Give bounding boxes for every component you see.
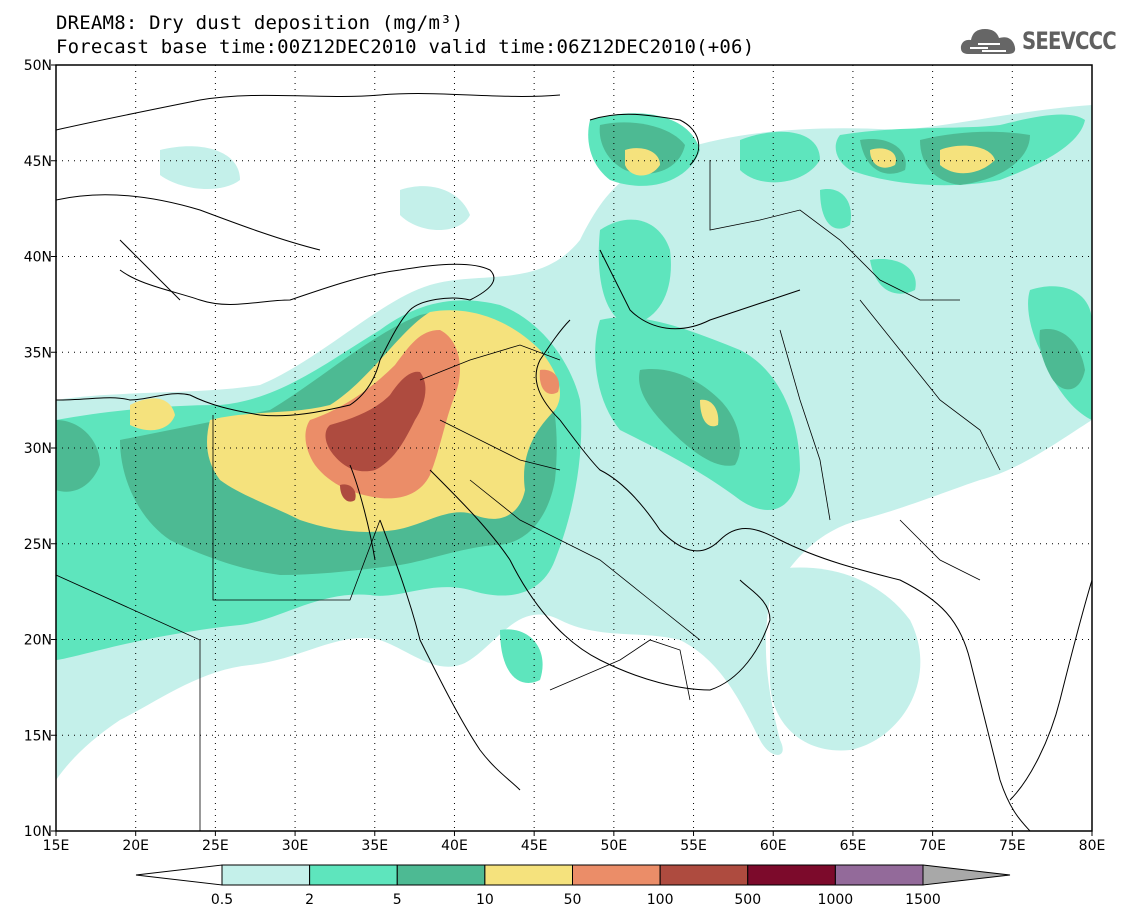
lon-tick-label: 60E (760, 838, 787, 854)
lat-tick-label: 50N (24, 58, 52, 74)
lon-tick-label: 25E (202, 838, 229, 854)
colorbar-label: 2 (305, 892, 314, 908)
colorbar-label: 1500 (905, 892, 941, 908)
latitude-ticks: 10N 15N 20N 25N 30N 35N 40N 45N 50N (24, 58, 56, 840)
colorbar-label: 5 (393, 892, 402, 908)
colorbar-segment (834, 864, 924, 886)
colorbar-segment (221, 864, 311, 886)
lon-tick-label: 50E (601, 838, 628, 854)
coastlines (56, 93, 1092, 831)
lat-tick-label: 25N (24, 537, 52, 553)
lon-tick-label: 55E (680, 838, 707, 854)
lat-tick-label: 20N (24, 633, 52, 649)
lon-tick-label: 40E (441, 838, 468, 854)
colorbar-label: 50 (564, 892, 582, 908)
lat-tick-label: 40N (24, 250, 52, 266)
lat-tick-label: 15N (24, 728, 52, 744)
colorbar-label: 10 (476, 892, 494, 908)
dust-level-100 (325, 371, 426, 502)
lon-tick-label: 80E (1079, 838, 1106, 854)
lon-tick-label: 15E (43, 838, 70, 854)
colorbar-label: 500 (734, 892, 761, 908)
seevccc-logo: SEEVCCC (960, 24, 1122, 58)
colorbar-low-arrow (135, 864, 223, 886)
longitude-ticks: 15E 20E 25E 30E 35E 40E 45E 50E 55E 60E 65E 70E 75E 8… (43, 831, 1106, 854)
lon-tick-label: 35E (361, 838, 388, 854)
lat-tick-label: 30N (24, 441, 52, 457)
map-subtitle: Forecast base time:00Z12DEC2010 valid ti… (56, 36, 755, 58)
lon-tick-label: 70E (919, 838, 946, 854)
cloud-icon (960, 29, 1016, 54)
lon-tick-label: 45E (521, 838, 548, 854)
colorbar-segment (484, 864, 573, 886)
colorbar-segment (659, 864, 749, 886)
logo-text: SEEVCCC (1022, 27, 1117, 55)
map-title: DREAM8: Dry dust deposition (mg/m³) (56, 12, 464, 34)
colorbar-segment (572, 864, 661, 886)
colorbar-label: 100 (647, 892, 674, 908)
lon-tick-label: 65E (840, 838, 867, 854)
colorbar-segment (396, 864, 486, 886)
lon-tick-label: 30E (282, 838, 309, 854)
lat-tick-label: 10N (24, 824, 52, 840)
colorbar-segment (309, 864, 398, 886)
colorbar-segment (747, 864, 836, 886)
lat-tick-label: 35N (24, 345, 52, 361)
colorbar: 0.5 2 5 10 50 100 500 1000 1500 (135, 864, 1011, 908)
colorbar-label: 0.5 (211, 892, 233, 908)
dust-field (56, 105, 1092, 780)
colorbar-high-arrow (922, 864, 1011, 886)
lon-tick-label: 75E (999, 838, 1026, 854)
lon-tick-label: 20E (122, 838, 149, 854)
lat-tick-label: 45N (24, 154, 52, 170)
colorbar-label: 1000 (818, 892, 854, 908)
